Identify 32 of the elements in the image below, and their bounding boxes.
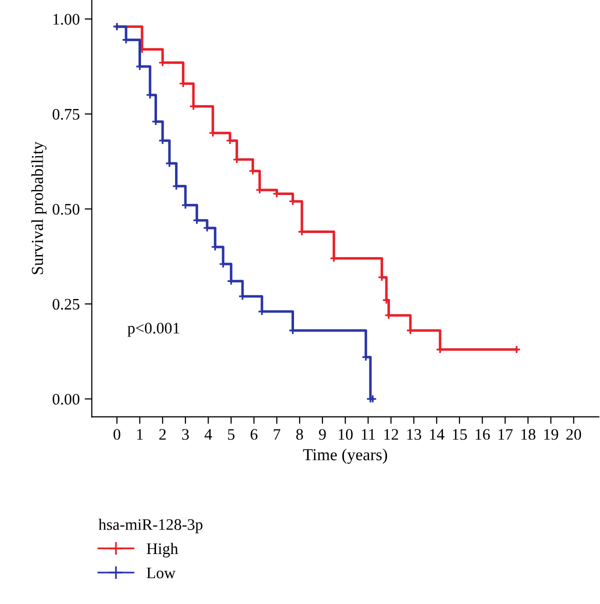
y-tick-label: 0.00: [52, 394, 80, 405]
y-axis-title: Survival probability: [31, 142, 46, 274]
y-tick-label: 0.50: [52, 204, 80, 215]
x-tick-label: 17: [498, 429, 513, 440]
x-tick-label: 0: [114, 429, 120, 440]
x-tick-label: 2: [159, 429, 166, 440]
x-tick-label: 11: [362, 429, 375, 440]
x-tick-label: 20: [566, 429, 582, 440]
x-tick-label: 10: [338, 429, 353, 440]
legend-title: hsa-miR-128-3p: [98, 518, 202, 534]
x-tick-label: 12: [384, 429, 398, 440]
x-tick-label: 1: [137, 429, 143, 440]
legend-label: High: [146, 542, 178, 558]
annotation: p<0.001: [128, 322, 180, 337]
x-tick-label: 19: [544, 429, 558, 440]
x-tick-label: 18: [521, 429, 536, 440]
x-tick-label: 16: [476, 429, 490, 440]
x-tick-label: 15: [452, 429, 467, 440]
x-tick-label: 7: [274, 429, 280, 440]
x-tick-label: 5: [228, 429, 234, 440]
x-tick-label: 3: [182, 429, 189, 440]
y-tick-label: 0.25: [52, 298, 80, 310]
y-tick-label: 1.00: [53, 14, 80, 25]
x-tick-label: 8: [296, 429, 304, 440]
legend-label: Low: [146, 568, 176, 578]
x-tick-label: 14: [430, 429, 444, 440]
x-tick-label: 6: [250, 429, 258, 440]
x-tick-label: 9: [318, 429, 326, 440]
x-tick-label: 13: [407, 429, 422, 440]
y-tick-label: 0.75: [52, 108, 80, 120]
x-axis-title: Time (years): [303, 448, 388, 464]
x-tick-label: 4: [204, 429, 212, 440]
